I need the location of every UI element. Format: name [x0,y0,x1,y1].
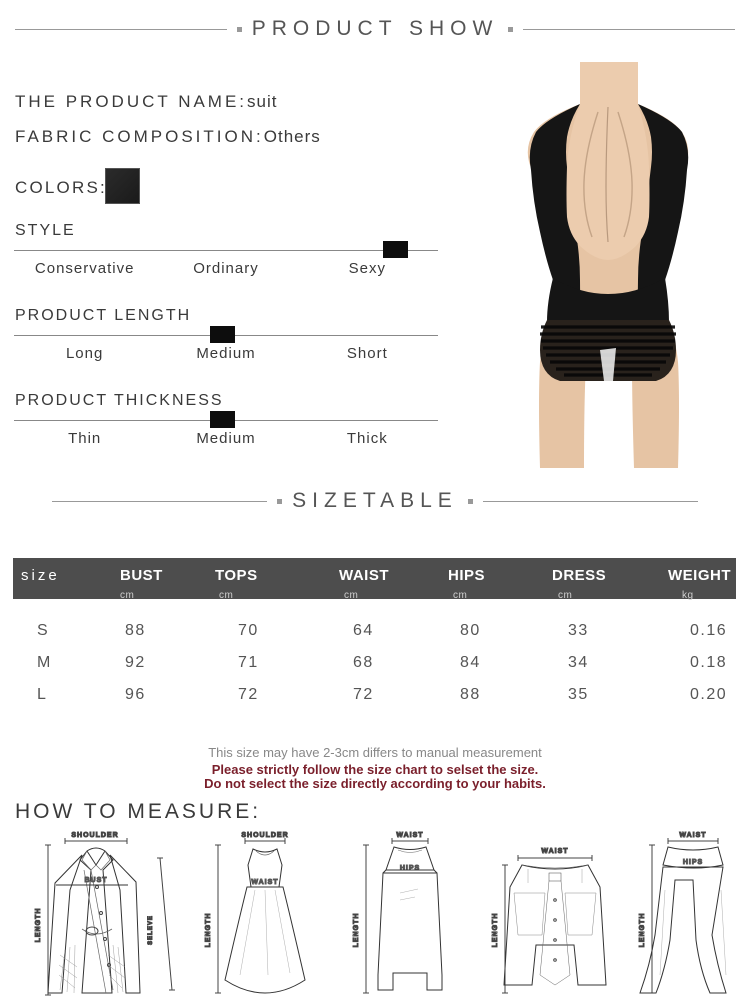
svg-text:HIPS: HIPS [683,859,703,866]
svg-text:WAIST: WAIST [679,832,706,839]
svg-text:LENGTH: LENGTH [639,913,646,948]
svg-text:LENGTH: LENGTH [492,913,499,948]
svg-text:SHOULDER: SHOULDER [241,832,288,839]
svg-text:BUST: BUST [84,877,107,884]
svg-text:SELEVE: SELEVE [148,915,154,945]
svg-text:HIPS: HIPS [400,865,420,872]
svg-text:LENGTH: LENGTH [353,913,360,948]
svg-text:WAIST: WAIST [251,879,278,886]
svg-text:WAIST: WAIST [541,848,568,855]
svg-text:LENGTH: LENGTH [35,908,42,943]
svg-text:SHOULDER: SHOULDER [71,832,118,839]
svg-text:WAIST: WAIST [396,832,423,839]
svg-text:LENGTH: LENGTH [205,913,212,948]
